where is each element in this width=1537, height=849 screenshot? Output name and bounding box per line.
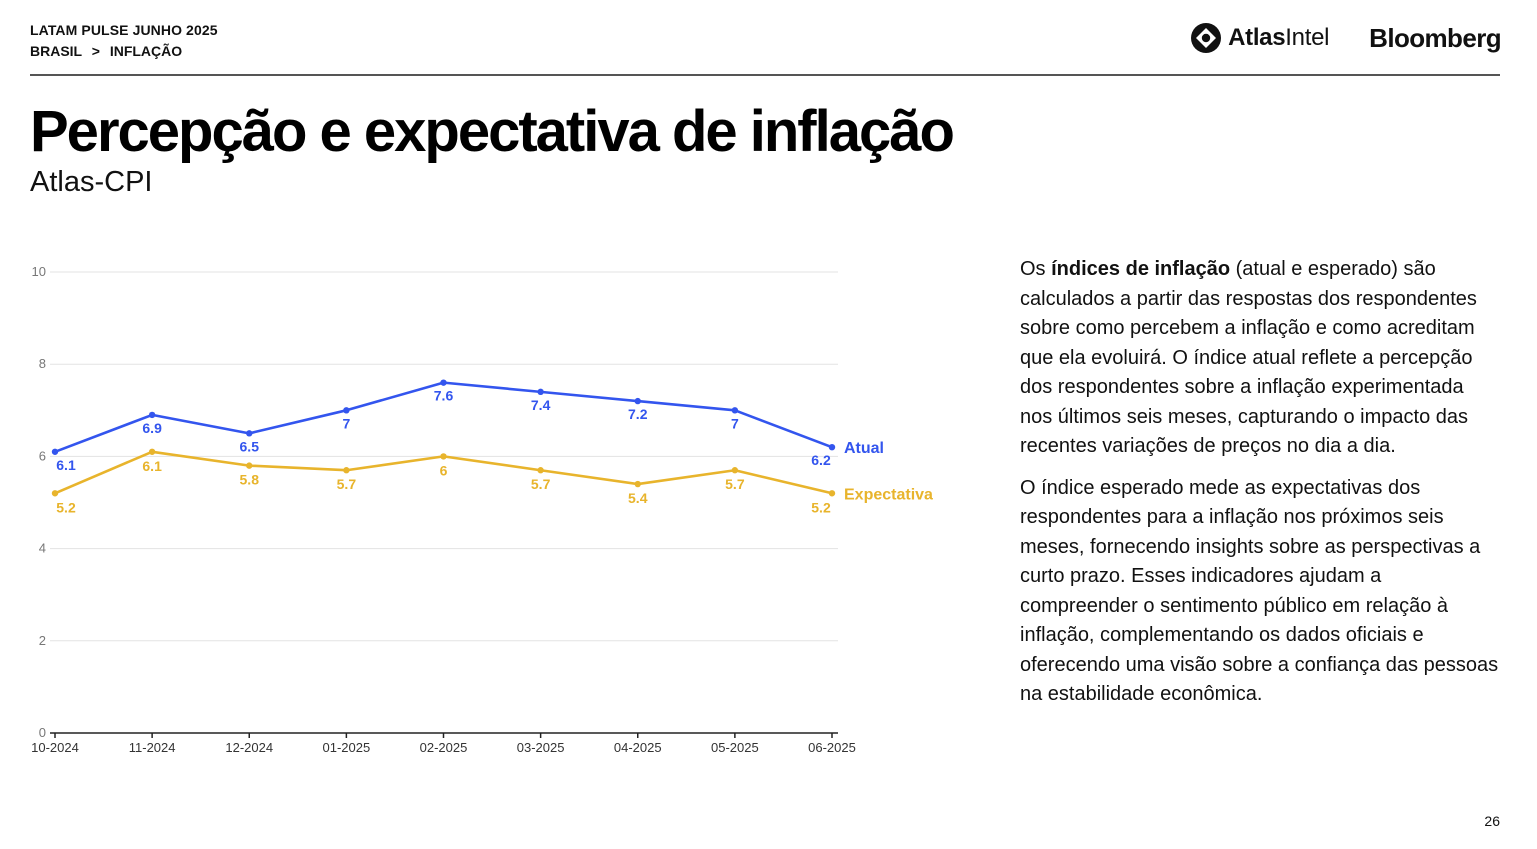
series-label-atual: Atual <box>844 440 884 457</box>
x-tick-label-04-2025: 04-2025 <box>614 740 662 755</box>
page-subtitle: Atlas-CPI <box>30 166 153 198</box>
data-label-atual-12-2024: 6.5 <box>240 438 260 454</box>
data-point-atual-03-2025 <box>537 388 544 396</box>
data-point-expectativa-11-2024 <box>148 448 156 455</box>
data-label-expectativa-03-2025: 5.7 <box>531 476 551 492</box>
y-tick-label-6: 6 <box>39 448 46 463</box>
data-label-atual-04-2025: 7.2 <box>628 406 648 422</box>
breadcrumb: BRASIL > INFLAÇÃO <box>30 41 218 62</box>
data-point-atual-05-2025 <box>731 407 739 414</box>
data-point-expectativa-03-2025 <box>537 467 544 474</box>
y-tick-label-4: 4 <box>39 541 46 556</box>
data-label-expectativa-10-2024: 5.2 <box>56 499 76 515</box>
data-label-expectativa-04-2025: 5.4 <box>628 490 648 506</box>
data-label-atual-02-2025: 7.6 <box>434 388 454 404</box>
y-tick-label-2: 2 <box>39 633 46 648</box>
data-point-expectativa-01-2025 <box>343 467 350 474</box>
page-number: 26 <box>1484 813 1500 829</box>
data-point-atual-11-2024 <box>148 411 156 419</box>
data-label-atual-11-2024: 6.9 <box>142 420 162 436</box>
description: Os índices de inflação (atual e esperado… <box>1020 255 1500 722</box>
description-p1-bold: índices de inflação <box>1051 258 1231 280</box>
x-tick-label-03-2025: 03-2025 <box>517 740 565 755</box>
data-point-atual-02-2025 <box>440 379 447 386</box>
data-label-atual-05-2025: 7 <box>731 415 739 431</box>
bloomberg-logo: Bloomberg <box>1369 22 1501 53</box>
data-point-expectativa-05-2025 <box>731 467 739 474</box>
description-p1-prefix: Os <box>1020 258 1052 280</box>
data-point-atual-04-2025 <box>634 397 641 405</box>
data-point-atual-12-2024 <box>246 430 253 437</box>
description-p1-rest: (atual e esperado) são calculados a part… <box>1020 258 1477 457</box>
data-label-expectativa-02-2025: 6 <box>440 462 448 478</box>
data-point-atual-10-2024 <box>51 448 59 455</box>
logos: AtlasIntel Bloomberg <box>1190 20 1502 56</box>
data-point-expectativa-06-2025 <box>828 490 836 497</box>
y-tick-label-8: 8 <box>39 356 46 371</box>
data-point-atual-06-2025 <box>828 443 836 451</box>
description-paragraph-2: O índice esperado mede as expectativas d… <box>1020 476 1499 706</box>
data-label-expectativa-11-2024: 6.1 <box>142 458 162 474</box>
data-label-expectativa-05-2025: 5.7 <box>725 476 745 492</box>
data-label-atual-01-2025: 7 <box>342 415 350 431</box>
description-paragraph-1: Os índices de inflação (atual e esperado… <box>1020 255 1500 462</box>
breadcrumb-section: BRASIL <box>30 43 82 59</box>
series-label-expectativa: Expectativa <box>844 486 933 503</box>
breadcrumb-topic: INFLAÇÃO <box>109 43 183 59</box>
x-tick-label-10-2024: 10-2024 <box>31 740 79 755</box>
atlasintel-logo-bold: Atlas <box>1228 24 1286 51</box>
inflation-line-chart: 0 2 4 6 8 10 10-2024 11-2024 12-2024 01-2025 02-20… <box>31 264 933 755</box>
header: LATAM PULSE JUNHO 2025 BRASIL > INFLAÇÃO <box>30 20 218 62</box>
atlasintel-logo: AtlasIntel <box>1190 22 1329 54</box>
data-point-expectativa-10-2024 <box>51 490 59 497</box>
header-divider <box>30 74 1500 76</box>
data-point-atual-01-2025 <box>343 407 350 414</box>
data-label-atual-10-2024: 6.1 <box>56 457 76 473</box>
data-point-expectativa-12-2024 <box>246 462 253 469</box>
atlasintel-mark-icon <box>1191 23 1222 53</box>
x-tick-label-01-2025: 01-2025 <box>323 740 371 755</box>
x-tick-label-05-2025: 05-2025 <box>711 740 759 755</box>
x-tick-label-02-2025: 02-2025 <box>420 740 468 755</box>
data-label-expectativa-06-2025: 5.2 <box>811 499 831 515</box>
data-label-atual-06-2025: 6.2 <box>811 452 831 468</box>
x-tick-label-11-2024: 11-2024 <box>129 740 176 755</box>
y-tick-label-0: 0 <box>39 725 46 740</box>
x-tick-label-06-2025: 06-2025 <box>808 740 856 755</box>
page-title: Percepção e expectativa de inflação <box>30 99 955 164</box>
data-label-atual-03-2025: 7.4 <box>531 397 551 413</box>
breadcrumb-separator: > <box>91 43 100 59</box>
data-label-expectativa-12-2024: 5.8 <box>240 472 260 488</box>
y-tick-label-10: 10 <box>32 264 46 279</box>
data-point-expectativa-02-2025 <box>440 453 447 460</box>
data-point-expectativa-04-2025 <box>634 480 641 488</box>
report-name: LATAM PULSE JUNHO 2025 <box>30 22 218 38</box>
x-tick-label-12-2024: 12-2024 <box>225 740 273 755</box>
atlasintel-logo-light: Intel <box>1285 24 1330 51</box>
data-label-expectativa-01-2025: 5.7 <box>337 476 357 492</box>
